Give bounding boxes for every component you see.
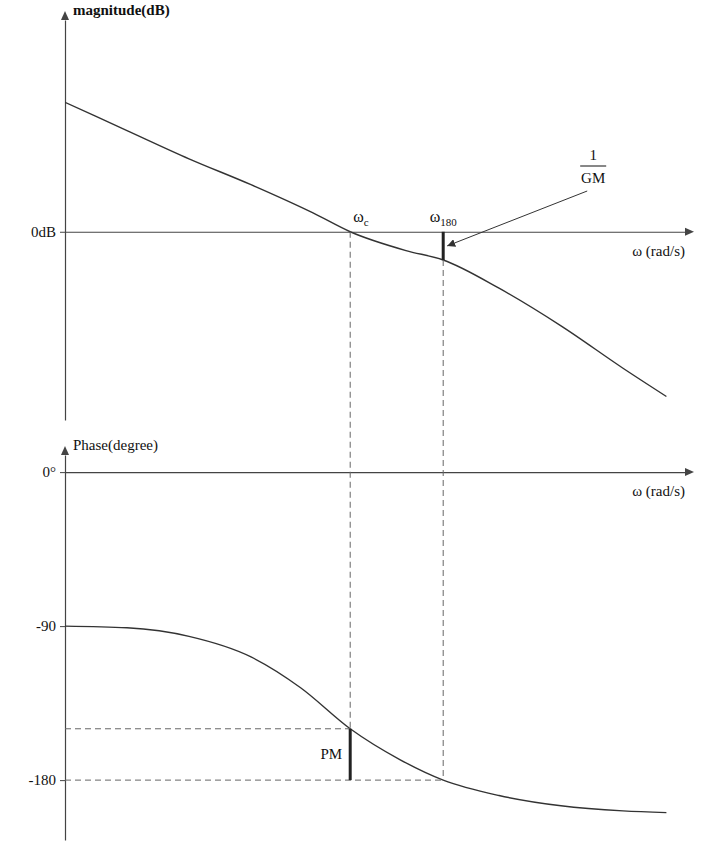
annotations: ωcω1801GMPM [65,147,606,780]
x-axis-line [66,232,686,233]
gm-denominator: GM [581,170,605,186]
y-axis-arrow [61,11,69,20]
y-axis-title: Phase(degree) [73,437,158,454]
pm-guide-line [65,728,350,729]
x-axis-title: ω (rad/s) [632,243,685,260]
y-axis: 0° -90 -180 [29,456,66,841]
chart-container: 0dB magnitude(dB) ω (rad/s) 0° -90 -180 Phase(… [0,0,701,854]
y-axis-arrow [61,446,69,455]
y-tick-label: -180 [29,772,57,788]
pm-label: PM [321,746,343,762]
y-tick: -180 [29,772,66,788]
plot-area [65,102,666,396]
x-axis-arrow [685,228,694,236]
gm-numerator: 1 [589,147,597,163]
y-tick-mark [60,780,65,781]
y-tick-mark [60,232,65,233]
w180-guide-line [443,260,444,780]
bode-plot: 0dB magnitude(dB) ω (rad/s) 0° -90 -180 Phase(… [0,0,701,854]
gain-margin-bar [442,232,445,260]
frequency-symbol: ω [430,208,441,225]
x-axis-title: ω (rad/s) [632,483,685,500]
y-axis-line [65,456,66,841]
y-tick: 0dB [31,224,65,240]
y-tick-mark [60,472,65,473]
frequency-subscript: 180 [440,216,457,228]
y-tick: 0° [43,464,66,480]
y-tick-mark [60,626,65,627]
frequency-subscript: c [364,216,369,228]
x-axis-arrow [685,468,694,476]
frequency-label: ω180 [430,208,458,228]
frequency-symbol: ω [353,208,364,225]
response-curve [65,102,666,396]
plot-area [65,626,666,813]
phase-margin-bar [349,729,352,780]
y-axis-title: magnitude(dB) [73,2,170,19]
x-axis-line [66,472,686,473]
response-curve [65,626,666,813]
y-axis-line [65,21,66,421]
y-tick-label: 0° [43,464,57,480]
x-axis [66,472,686,473]
gm-fraction-bar [580,166,606,167]
wc-guide-line [350,232,351,729]
y-tick-label: -90 [36,618,56,634]
x-axis [66,232,686,233]
y-tick: -90 [36,618,65,634]
y-tick-label: 0dB [31,224,56,240]
gm-pointer [447,191,587,246]
y-axis: 0dB [31,21,66,421]
frequency-label: ωc [353,208,369,228]
ref-guide-line [65,780,443,781]
